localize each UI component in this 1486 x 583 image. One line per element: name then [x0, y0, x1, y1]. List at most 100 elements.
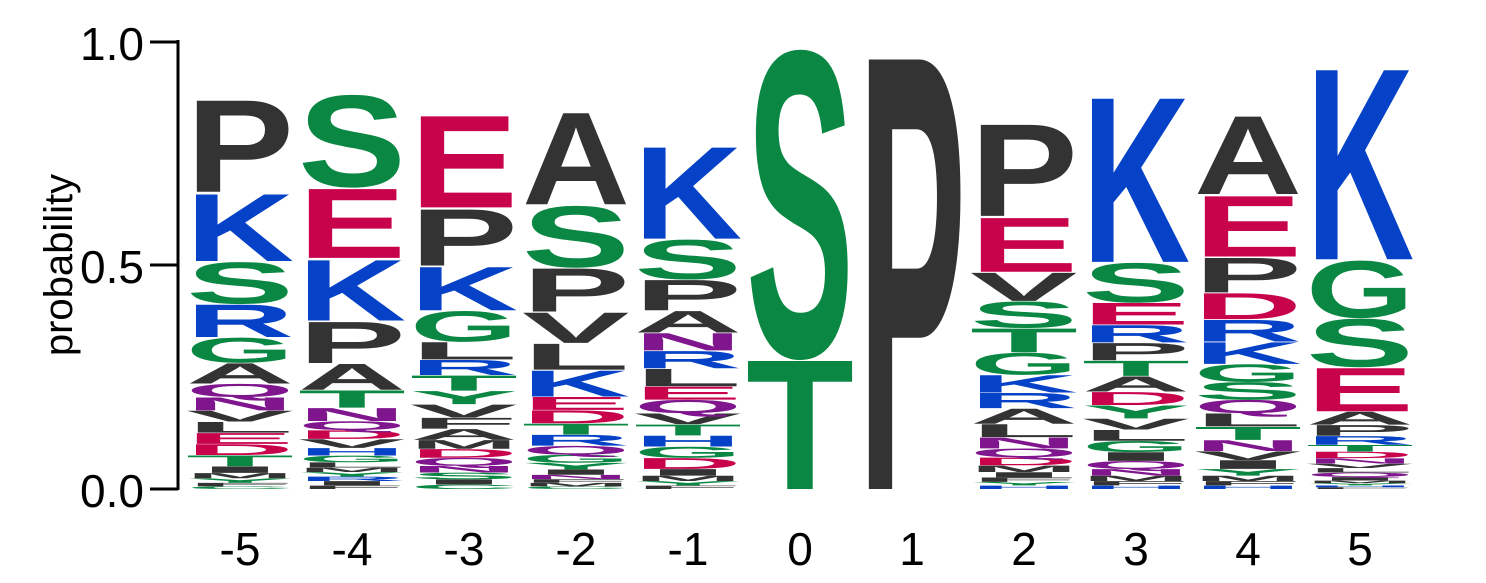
logo-letter-E: E — [1306, 355, 1414, 425]
logo-letter-I: I — [634, 467, 742, 477]
logo-letter-A: A — [634, 304, 742, 339]
logo-letter-D: D — [522, 406, 630, 427]
logo-letter-F: F — [1194, 480, 1302, 487]
logo-letter-S: S — [186, 250, 294, 316]
y-tick-label: 0.0 — [80, 465, 144, 517]
logo-letter-M: M — [410, 438, 518, 452]
logo-letter-N: N — [522, 474, 630, 481]
logo-letter-A: A — [1306, 408, 1414, 429]
logo-letter-L: L — [522, 336, 630, 378]
logo-letter-P: P — [410, 193, 518, 284]
logo-letter-F: F — [1306, 487, 1414, 490]
logo-letter-P: P — [298, 309, 406, 375]
logo-letter-N: N — [1082, 467, 1190, 477]
logo-letter-E: E — [970, 201, 1078, 288]
x-tick-label: 2 — [1011, 523, 1037, 575]
logo-letter-G: G — [522, 452, 630, 465]
logo-letter-N: N — [186, 393, 294, 414]
logo-letter-Y: Y — [410, 387, 518, 408]
logo-letter-E: E — [186, 430, 294, 447]
logo-letter-Y: Y — [1194, 467, 1302, 477]
logo-letter-T: T — [634, 421, 742, 439]
logo-letter-Y: Y — [522, 461, 630, 471]
logo-letter-K: K — [634, 119, 742, 267]
logo-letter-E: E — [1194, 177, 1302, 275]
logo-letter-S: S — [298, 69, 406, 215]
logo-letter-T: T — [186, 452, 294, 470]
logo-letter-A: A — [1082, 372, 1190, 397]
logo-letter-R: R — [186, 295, 294, 347]
logo-letter-H: H — [1306, 485, 1414, 488]
logo-letter-Q: Q — [634, 396, 742, 417]
logo-letter-F: F — [410, 414, 518, 432]
logo-letter-E: E — [522, 393, 630, 414]
logo-letter-M: M — [1306, 480, 1414, 484]
logo-letter-T: T — [522, 420, 630, 438]
logo-letter-D: D — [298, 428, 406, 442]
logo-letter-Q: Q — [186, 380, 294, 401]
logo-letter-D: D — [970, 455, 1078, 468]
logo-letter-D: D — [1194, 285, 1302, 327]
logo-letter-L: L — [1306, 467, 1414, 474]
logo-letter-Q: Q — [970, 446, 1078, 460]
letter-stacks: CFYMITDELVNQAGRSKPFIRYMLGHVDQNTAPKESCISN… — [186, 0, 1414, 583]
logo-letter-G: G — [186, 331, 294, 371]
logo-letter-R: R — [1082, 320, 1190, 348]
logo-letter-I: I — [1194, 458, 1302, 472]
logo-letter-N: N — [1194, 437, 1302, 454]
logo-letter-Q: Q — [522, 443, 630, 457]
logo-letter-L: L — [410, 337, 518, 365]
logo-letter-M: M — [634, 474, 742, 482]
logo-letter-S: S — [1306, 305, 1414, 382]
logo-letter-K: K — [186, 173, 294, 281]
x-tick-label: -2 — [556, 523, 597, 575]
logo-letter-V: V — [970, 264, 1078, 309]
logo-letter-R: R — [1306, 434, 1414, 448]
logo-letter-T: T — [1306, 443, 1414, 453]
logo-letter-V: V — [634, 410, 742, 427]
logo-letter-V: V — [410, 401, 518, 422]
logo-letter-L: L — [970, 420, 1078, 441]
logo-letter-Q: Q — [410, 456, 518, 469]
logo-letter-G: G — [1082, 438, 1190, 455]
logo-letter-L: L — [298, 461, 406, 469]
logo-letter-I: I — [1082, 450, 1190, 464]
logo-letter-G: G — [1194, 359, 1302, 387]
logo-letter-Y: Y — [298, 471, 406, 478]
logo-letter-P: P — [1082, 338, 1190, 366]
logo-letter-S: S — [522, 188, 630, 286]
y-axis: 0.0 0.5 1.0 probability — [37, 18, 180, 517]
logo-letter-H: H — [970, 485, 1078, 491]
logo-letter-G: G — [298, 454, 406, 464]
logo-letter-Y: Y — [186, 477, 294, 484]
logo-letter-T: T — [746, 322, 854, 529]
logo-letter-H: H — [634, 432, 742, 449]
logo-letter-V: V — [522, 304, 630, 353]
x-tick-label: 3 — [1123, 523, 1149, 575]
logo-letter-K: K — [298, 241, 406, 339]
x-axis-labels: -5 -4 -3 -2 -1 0 1 2 3 4 5 — [220, 523, 1373, 575]
logo-letter-N: N — [298, 404, 406, 425]
logo-letter-C: C — [410, 483, 518, 490]
logo-letter-F: F — [522, 478, 630, 484]
logo-letter-I: I — [298, 480, 406, 487]
logo-letter-N: N — [634, 328, 742, 356]
logo-letter-K: K — [1082, 48, 1190, 314]
logo-letter-M: M — [1194, 474, 1302, 482]
y-tick-label: 1.0 — [80, 18, 144, 70]
logo-letter-T: T — [970, 321, 1078, 359]
logo-letter-Y: Y — [1306, 483, 1414, 486]
logo-letter-N: N — [410, 464, 518, 474]
x-tick-label: 5 — [1347, 523, 1373, 575]
logo-letter-F: F — [186, 482, 294, 488]
logo-letter-T: T — [1194, 423, 1302, 444]
logo-letter-P: P — [970, 97, 1078, 245]
logo-letter-Q: Q — [1194, 396, 1302, 417]
logo-letter-M: M — [522, 482, 630, 488]
logo-letter-E: E — [298, 167, 406, 279]
logo-letter-Q: Q — [1306, 471, 1414, 478]
logo-letter-P: P — [1306, 422, 1414, 439]
logo-letter-H: H — [1082, 485, 1190, 491]
logo-letter-S: S — [746, 0, 854, 450]
x-tick-label: 4 — [1235, 523, 1261, 575]
